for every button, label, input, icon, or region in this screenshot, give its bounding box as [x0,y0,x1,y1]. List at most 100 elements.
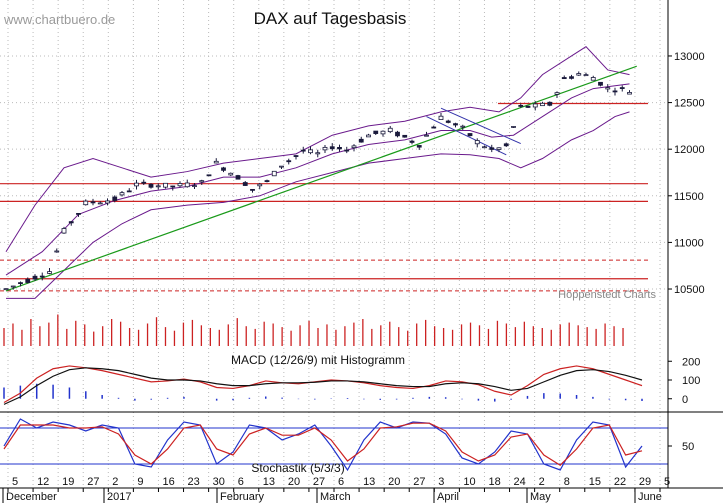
x-tick-label: 22 [614,476,626,488]
x-tick-label: 20 [388,476,400,488]
candle-body [496,147,502,150]
candle-body [228,172,234,176]
candle-body [467,133,473,137]
candle-body [39,275,45,278]
stoch-tick-label: 50 [682,441,694,453]
x-tick-label: 12 [37,476,49,488]
candle-body [3,288,9,291]
candle-body [286,160,292,163]
candle-body [264,180,270,183]
candle-body [489,147,495,150]
channel-line [426,116,507,156]
price-tick-label: 11500 [674,191,704,203]
candle-body [474,140,480,145]
candle-body [25,278,31,283]
x-tick-label: 5 [12,476,18,488]
x-tick-label: 20 [288,476,300,488]
x-tick-label: 23 [188,476,200,488]
x-tick-label: 16 [162,476,174,488]
candle-body [503,143,509,147]
candle-body [619,87,625,89]
candle-body [387,127,393,133]
candle-body [192,185,197,188]
candle-body [460,125,466,128]
x-tick-label: 30 [213,476,225,488]
candle-body [366,134,371,138]
macd-tick-label: 200 [682,356,700,368]
x-tick-label: 6 [338,476,344,488]
candle-body [76,213,81,215]
x-tick-label: 10 [463,476,475,488]
candle-body [119,192,125,196]
candle-body [525,105,531,108]
price-tick-label: 12000 [674,144,705,156]
bollinger-upper [5,45,630,252]
x-tick-label: 9 [137,476,143,488]
bollinger-lower [6,111,630,299]
month-label: 2017 [107,491,131,503]
candle-body [431,126,437,129]
candle-body [242,182,248,186]
candle-body [402,134,408,138]
volume-panel [3,314,624,346]
candle-body [482,146,487,149]
candle-body [155,185,161,188]
month-label: June [638,491,662,503]
macd-label: MACD (12/26/9) mit Histogramm [231,353,405,367]
candle-body [315,152,321,155]
x-tick-label: 3 [438,476,444,488]
green-trendline [5,65,637,292]
candle-body [177,183,183,187]
candle-body [199,180,205,183]
stochastic-label: Stochastik (5/3/3) [251,461,344,475]
price-tick-label: 12500 [674,98,705,110]
x-tick-label: 8 [564,476,570,488]
candle-body [329,146,335,150]
x-tick-label: 18 [488,476,500,488]
candle-body [271,170,277,177]
candle-body [395,131,400,137]
candle-body [409,140,415,143]
candle-body [206,174,212,177]
candle-body [18,282,23,285]
month-label: May [530,491,551,503]
candle-body [337,147,342,150]
candle-body [547,101,553,106]
candle-body [10,285,16,288]
candle-body [511,126,516,128]
x-tick-label: 15 [589,476,601,488]
candle-body [134,182,139,187]
candle-body [576,73,582,76]
x-tick-label: 24 [514,476,526,488]
candle-body [257,183,263,187]
candle-body [344,149,350,152]
candle-body [627,92,632,95]
candle-body [97,202,103,205]
watermark: www.chartbuero.de [3,12,115,27]
candle-body [373,130,379,134]
candle-body [163,182,168,188]
candle-body [250,188,255,191]
x-tick-label: 13 [263,476,275,488]
month-label: February [220,491,265,503]
candle-body [235,175,241,180]
x-tick-label: 27 [313,476,325,488]
candle-body [590,77,596,81]
stoch-d-line [3,422,643,466]
candle-body [569,76,574,79]
candle-body [598,81,603,86]
x-tick-label: 5 [664,476,670,488]
x-tick-label: 27 [413,476,425,488]
x-tick-label: 2 [112,476,118,488]
candle-body [170,185,176,188]
candle-body [540,102,545,107]
candle-body [416,145,422,148]
candle-body [293,155,299,157]
candle-body [453,123,458,126]
candle-body [221,167,226,171]
candle-body [83,200,89,206]
price-tick-label: 13000 [674,51,705,63]
candle-body [605,87,611,90]
